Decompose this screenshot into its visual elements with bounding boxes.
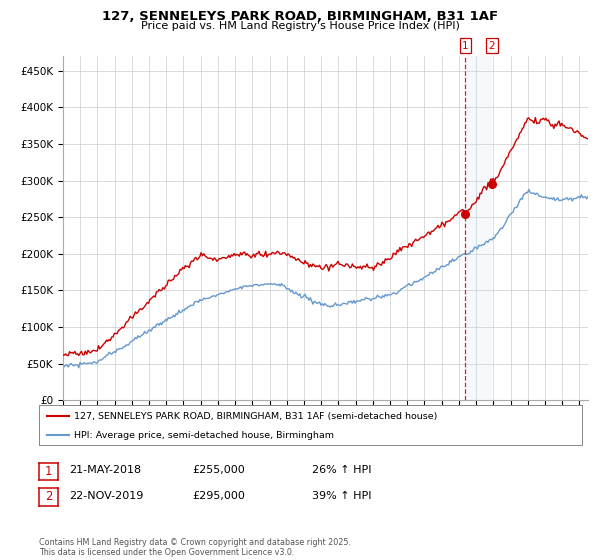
Bar — [466, 56, 491, 400]
Text: £295,000: £295,000 — [192, 491, 245, 501]
Text: 1: 1 — [462, 41, 469, 51]
Text: HPI: Average price, semi-detached house, Birmingham: HPI: Average price, semi-detached house,… — [74, 431, 334, 440]
Text: 26% ↑ HPI: 26% ↑ HPI — [312, 465, 371, 475]
Text: 127, SENNELEYS PARK ROAD, BIRMINGHAM, B31 1AF: 127, SENNELEYS PARK ROAD, BIRMINGHAM, B3… — [102, 10, 498, 23]
Text: Contains HM Land Registry data © Crown copyright and database right 2025.
This d: Contains HM Land Registry data © Crown c… — [39, 538, 351, 557]
Text: 2: 2 — [45, 490, 52, 503]
Text: 22-NOV-2019: 22-NOV-2019 — [69, 491, 143, 501]
Text: £255,000: £255,000 — [192, 465, 245, 475]
Text: 39% ↑ HPI: 39% ↑ HPI — [312, 491, 371, 501]
Text: Price paid vs. HM Land Registry's House Price Index (HPI): Price paid vs. HM Land Registry's House … — [140, 21, 460, 31]
Text: 2: 2 — [488, 41, 495, 51]
Text: 21-MAY-2018: 21-MAY-2018 — [69, 465, 141, 475]
Text: 127, SENNELEYS PARK ROAD, BIRMINGHAM, B31 1AF (semi-detached house): 127, SENNELEYS PARK ROAD, BIRMINGHAM, B3… — [74, 412, 437, 421]
Text: 1: 1 — [45, 465, 52, 478]
